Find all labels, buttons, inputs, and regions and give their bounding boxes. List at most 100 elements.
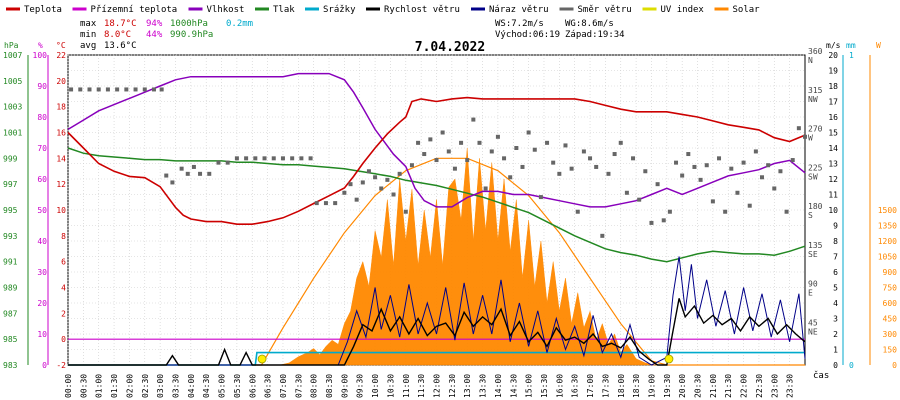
series-wind-direction	[69, 87, 807, 238]
tick-wind: 13	[828, 160, 838, 169]
tick-time: 04:30	[202, 374, 211, 398]
direction-point	[216, 160, 221, 165]
direction-point	[686, 152, 691, 157]
direction-point	[692, 164, 697, 169]
direction-point	[698, 177, 703, 182]
tick-humidity: 10	[37, 330, 47, 339]
tick-time: 10:00	[371, 374, 380, 398]
tick-time: 17:30	[601, 374, 610, 398]
direction-point	[667, 209, 672, 214]
tick-direction-dir: NW	[808, 95, 818, 104]
tick-time: 22:00	[740, 374, 749, 398]
axis-unit-hpa: hPa	[4, 41, 19, 50]
direction-point	[471, 117, 476, 122]
tick-wind: 10	[828, 206, 838, 215]
tick-time: 18:00	[617, 374, 626, 398]
stat-min-hum: 44%	[146, 30, 163, 40]
tick-pressure: 987	[3, 309, 18, 318]
tick-humidity: 40	[37, 237, 47, 246]
tick-solar: 0	[892, 361, 897, 370]
tick-time: 20:30	[694, 374, 703, 398]
tick-temperature: 8	[61, 232, 66, 241]
tick-humidity: 80	[37, 113, 47, 122]
tick-pressure: 991	[3, 258, 18, 267]
direction-point	[772, 186, 777, 191]
tick-wind: 3	[833, 315, 838, 324]
tick-time: 12:30	[448, 374, 457, 398]
tick-wind: 0	[833, 361, 838, 370]
tick-direction-deg: 90	[808, 280, 818, 289]
tick-solar: 750	[883, 284, 898, 293]
direction-point	[588, 156, 593, 161]
tick-wind: 9	[833, 222, 838, 231]
direction-point	[532, 147, 537, 152]
stat-sunset: Západ:19:34	[565, 30, 625, 40]
direction-point	[477, 140, 482, 145]
direction-point	[185, 171, 190, 176]
legend-label: Rychlost větru	[384, 5, 460, 15]
tick-time: 02:00	[125, 374, 134, 398]
legend-label: Srážky	[323, 5, 356, 15]
direction-point	[723, 209, 728, 214]
direction-point	[747, 203, 752, 208]
direction-point	[271, 156, 276, 161]
tick-solar: 1050	[878, 253, 897, 262]
tick-solar: 600	[883, 299, 898, 308]
tick-solar: 900	[883, 268, 898, 277]
x-axis-label: čas	[813, 370, 829, 381]
tick-time: 07:00	[279, 374, 288, 398]
stat-min-label: min	[80, 30, 96, 40]
direction-point	[354, 197, 359, 202]
stats-panel: max 18.7°C 94% 1000hPa 0.2mm min 8.0°C 4…	[80, 19, 625, 51]
tick-direction-dir: S	[808, 211, 813, 220]
tick-time: 15:30	[540, 374, 549, 398]
tick-solar: 150	[883, 346, 898, 355]
tick-direction-deg: 225	[808, 163, 823, 172]
tick-direction-deg: 360	[808, 47, 823, 56]
tick-humidity: 0	[42, 361, 47, 370]
legend-label: Solar	[733, 5, 761, 15]
direction-point	[766, 163, 771, 168]
tick-time: 02:30	[141, 374, 150, 398]
tick-humidity: 100	[33, 51, 48, 60]
sunrise-marker	[257, 354, 267, 364]
tick-temperature: 22	[56, 51, 66, 60]
stat-wg: WG:8.6m/s	[565, 19, 614, 29]
tick-rain: 1	[849, 51, 854, 60]
tick-pressure: 1005	[3, 77, 22, 86]
direction-point	[124, 87, 129, 92]
direction-point	[710, 199, 715, 204]
direction-point	[409, 163, 414, 168]
tick-direction-deg: 270	[808, 125, 823, 134]
tick-wind: 14	[828, 144, 838, 153]
direction-point	[385, 177, 390, 182]
direction-point	[342, 190, 347, 195]
direction-point	[594, 164, 599, 169]
stat-min-temp: 8.0°C	[104, 30, 131, 40]
direction-point	[612, 152, 617, 157]
direction-point	[495, 134, 500, 139]
tick-wind: 1	[833, 346, 838, 355]
tick-pressure: 989	[3, 284, 18, 293]
direction-point	[133, 87, 138, 92]
direction-point	[784, 209, 789, 214]
direction-point	[333, 201, 338, 206]
tick-time: 17:00	[586, 374, 595, 398]
direction-point	[403, 209, 408, 214]
tick-wind: 2	[833, 330, 838, 339]
tick-time: 00:00	[64, 374, 73, 398]
direction-point	[299, 156, 304, 161]
legend-label: Tlak	[273, 5, 295, 15]
tick-time: 03:00	[156, 374, 165, 398]
tick-direction-deg: 45	[808, 318, 818, 327]
tick-wind: 6	[833, 268, 838, 277]
tick-humidity: 30	[37, 268, 47, 277]
direction-point	[465, 158, 470, 163]
direction-point	[434, 158, 439, 163]
direction-point	[348, 182, 353, 187]
direction-point	[643, 169, 648, 174]
tick-time: 14:30	[509, 374, 518, 398]
tick-time: 14:00	[494, 374, 503, 398]
direction-point	[416, 140, 421, 145]
stat-avg-label: avg	[80, 41, 96, 51]
